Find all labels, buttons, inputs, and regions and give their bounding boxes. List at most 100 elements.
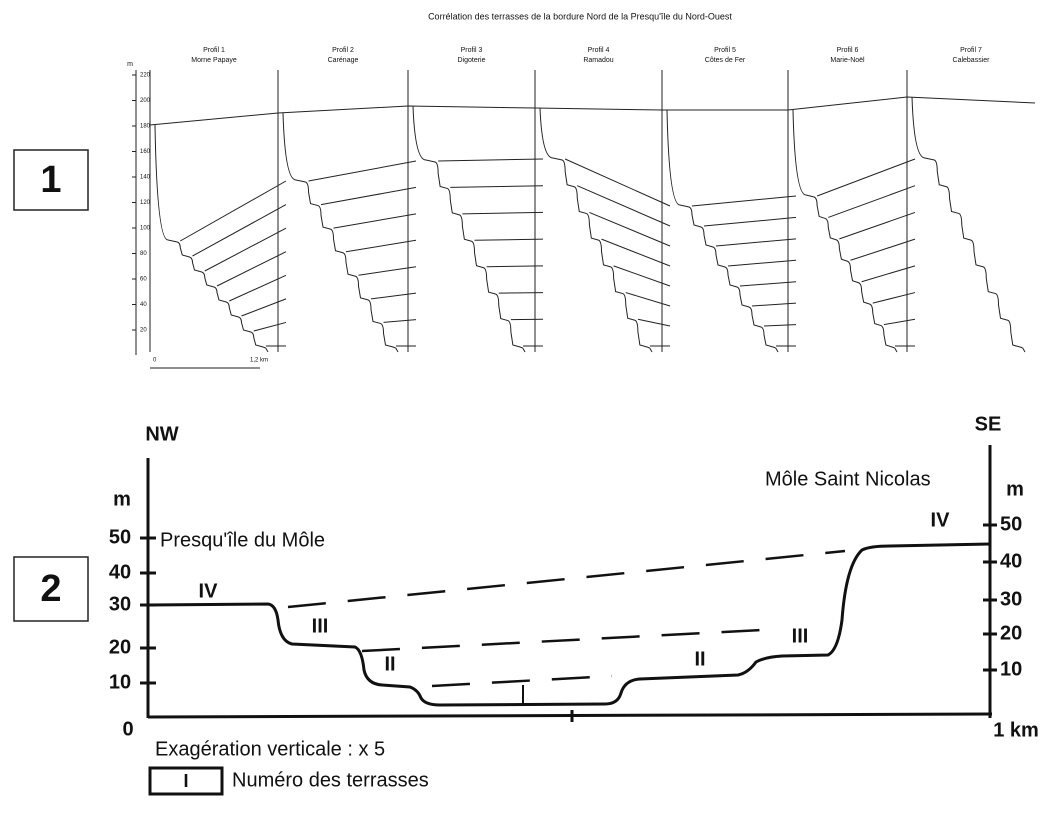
terrain-profile bbox=[667, 110, 778, 352]
terrain-profile bbox=[413, 106, 525, 352]
terrain-profile bbox=[912, 97, 1025, 352]
figure-1: Corrélation des terrasses de la bordure … bbox=[127, 11, 1035, 368]
figure-2: NW SE m m Presqu'île du Môle Môle Saint … bbox=[109, 413, 1039, 794]
direction-label: NW bbox=[145, 423, 178, 445]
terrace-correlation bbox=[728, 260, 796, 266]
figure-title: Corrélation des terrasses de la bordure … bbox=[428, 11, 732, 21]
terrace-correlation bbox=[828, 186, 915, 218]
axis-tick-label: 120 bbox=[140, 200, 151, 206]
terrace-correlation bbox=[602, 239, 671, 266]
axis-tick-label: 220 bbox=[140, 73, 151, 79]
terrain-profile bbox=[155, 125, 268, 352]
terrace-correlation bbox=[577, 186, 670, 226]
axis-tick-label: 10 bbox=[1000, 658, 1022, 680]
place-label: Môle Saint Nicolas bbox=[765, 468, 931, 490]
terrace-correlation bbox=[346, 240, 416, 251]
profile-place: Digoterie bbox=[457, 57, 485, 64]
terrace-correlation bbox=[752, 303, 796, 306]
terrace-label: II bbox=[694, 648, 705, 670]
profile-place: Carénage bbox=[328, 57, 359, 64]
terrace-correlation bbox=[217, 252, 286, 286]
terrace-correlation bbox=[462, 212, 543, 213]
terrace-correlation bbox=[716, 239, 796, 246]
terrace-correlation bbox=[438, 159, 543, 161]
axis-tick-label: 20 bbox=[1000, 622, 1022, 644]
profile-name: Profil 6 bbox=[837, 47, 859, 54]
terrace-correlation bbox=[334, 214, 417, 228]
terrace-correlation bbox=[450, 186, 543, 188]
axis-tick-label: 30 bbox=[1000, 588, 1022, 610]
baseline bbox=[148, 714, 992, 717]
axis-tick-label: 60 bbox=[140, 277, 147, 283]
terrace-correlation bbox=[180, 181, 286, 241]
legend-symbol: I bbox=[183, 771, 188, 791]
profile-name: Profil 2 bbox=[332, 47, 354, 54]
terrace-correlation bbox=[254, 322, 286, 331]
axis-tick-label: 100 bbox=[140, 226, 151, 232]
terrace-correlation bbox=[851, 239, 916, 260]
profile-name: Profil 4 bbox=[588, 47, 610, 54]
terrace-correlation bbox=[626, 293, 670, 306]
terrace-label: III bbox=[792, 625, 809, 647]
terrain-profile bbox=[148, 544, 990, 705]
axis-unit: m bbox=[1006, 478, 1024, 500]
profile-place: Marie-Noël bbox=[830, 57, 865, 64]
page: 1 2 Corrélation des terrasses de la bord… bbox=[0, 0, 1047, 828]
correlation-line bbox=[150, 97, 1035, 125]
terrace-correlation bbox=[242, 299, 287, 316]
scale-label: 0 bbox=[153, 358, 157, 364]
terrace-correlation bbox=[764, 325, 796, 326]
direction-label: SE bbox=[975, 413, 1002, 435]
axis-tick-label: 50 bbox=[109, 526, 131, 548]
profile-name: Profil 1 bbox=[203, 47, 225, 54]
terrace-correlation bbox=[839, 212, 915, 238]
terrace-correlation bbox=[359, 267, 417, 276]
axis-unit: m bbox=[113, 488, 131, 510]
axis-origin: 0 bbox=[122, 718, 133, 740]
terrace-correlation bbox=[884, 319, 915, 324]
terrace-correlation bbox=[704, 217, 796, 226]
place-label: Presqu'île du Môle bbox=[160, 529, 325, 551]
terrace-correlation bbox=[229, 275, 286, 301]
terrace-correlation bbox=[205, 228, 286, 271]
terrace-correlation bbox=[565, 159, 670, 206]
legend-text: Numéro des terrasses bbox=[232, 769, 429, 791]
terrace-correlation bbox=[309, 161, 417, 181]
terrain-profile bbox=[540, 108, 652, 352]
terrace-correlation bbox=[288, 551, 845, 607]
distance-label: 1 km bbox=[993, 719, 1039, 741]
axis-tick-label: 80 bbox=[140, 251, 147, 257]
axis-tick-label: 30 bbox=[109, 593, 131, 615]
terrace-label: IV bbox=[931, 509, 951, 531]
terrace-correlation bbox=[321, 187, 416, 204]
terrace-correlation bbox=[873, 293, 915, 304]
terrace-correlation bbox=[692, 196, 796, 206]
profile-place: Morne Papaye bbox=[191, 57, 237, 64]
profile-name: Profil 3 bbox=[461, 47, 483, 54]
axis-tick-label: 20 bbox=[109, 636, 131, 658]
exaggeration-note: Exagération verticale : x 5 bbox=[155, 738, 385, 760]
terrain-profile bbox=[283, 113, 398, 352]
axis-tick-label: 40 bbox=[140, 302, 147, 308]
terrace-correlation bbox=[475, 239, 544, 240]
terrace-correlation bbox=[384, 320, 417, 323]
axis-tick-label: 200 bbox=[140, 98, 151, 104]
axis-tick-label: 160 bbox=[140, 149, 151, 155]
terrace-label: II bbox=[384, 653, 395, 675]
profile-name: Profil 5 bbox=[714, 47, 736, 54]
axis-tick-label: 20 bbox=[140, 328, 147, 334]
terrain-profile bbox=[793, 110, 897, 352]
terrace-correlation bbox=[193, 205, 287, 256]
axis-tick-label: 140 bbox=[140, 175, 151, 181]
profile-place: Calebassier bbox=[953, 57, 991, 64]
axis-tick-label: 10 bbox=[109, 671, 131, 693]
profile-place: Ramadou bbox=[583, 57, 613, 64]
terrace-label: III bbox=[312, 615, 329, 637]
terrace-correlation bbox=[589, 212, 670, 246]
profile-name: Profil 7 bbox=[960, 47, 982, 54]
scale-label: 1,2 km bbox=[250, 358, 268, 364]
axis-unit: m bbox=[127, 61, 133, 68]
terrace-correlation bbox=[817, 159, 915, 196]
figure-label: 2 bbox=[40, 568, 61, 610]
terrace-label: IV bbox=[199, 580, 219, 602]
